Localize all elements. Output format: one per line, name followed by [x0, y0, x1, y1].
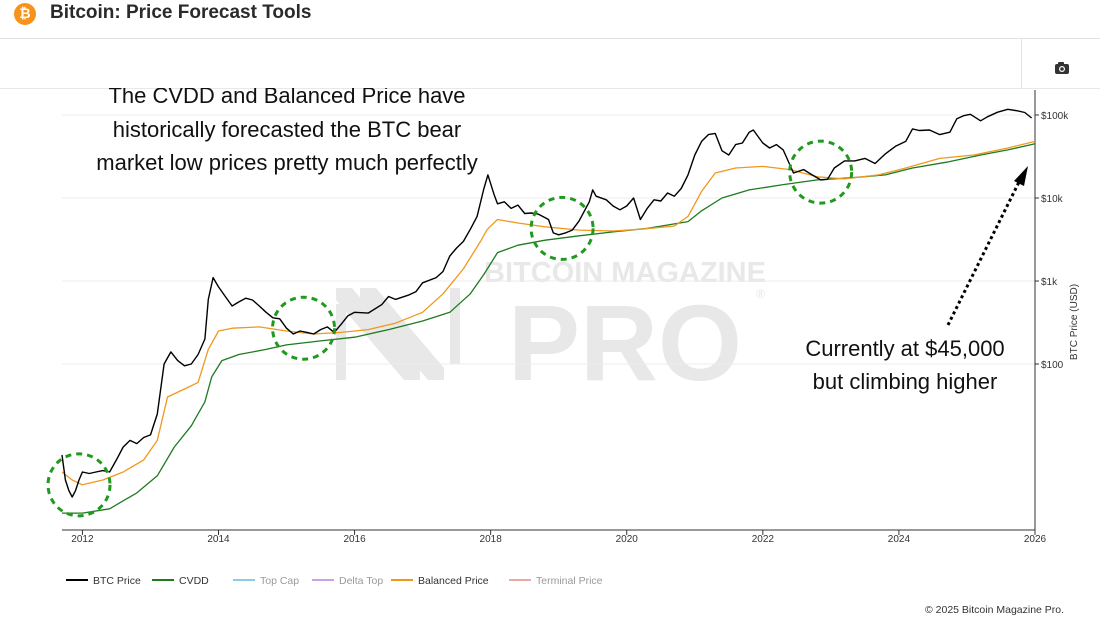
watermark: BITCOIN MAGAZINE PRO ® — [336, 257, 766, 403]
x-tick-label: 2024 — [888, 534, 911, 545]
highlight-circle-bear-market-low-2022 — [788, 139, 854, 205]
watermark-line1: BITCOIN MAGAZINE — [484, 257, 766, 289]
y-tick-label: $10k — [1041, 194, 1064, 205]
legend-item-balanced-price[interactable]: Balanced Price — [391, 575, 489, 587]
x-tick-label: 2014 — [207, 534, 230, 545]
legend-item-terminal-price[interactable]: Terminal Price — [509, 575, 603, 587]
annotation-arrow-head — [1014, 166, 1028, 186]
copyright-text: © 2025 Bitcoin Magazine Pro. — [925, 604, 1065, 616]
legend-swatch — [233, 579, 255, 582]
y-tick-label: $100k — [1041, 111, 1069, 122]
watermark-line2: PRO — [508, 282, 742, 403]
legend-swatch — [391, 579, 413, 582]
price-chart: BITCOIN MAGAZINE PRO ® 2012 2014 2016 2018 2… — [46, 88, 1080, 545]
annotation-current-line1: Currently at $45,000 — [805, 336, 1004, 361]
x-tick-label: 2016 — [343, 534, 366, 545]
annotation-top: The CVDD and Balanced Price have histori… — [96, 88, 477, 175]
highlight-circles — [46, 139, 854, 518]
x-tick-label: 2018 — [480, 534, 503, 545]
header-bar: ₿ Bitcoin: Price Forecast Tools — [0, 0, 1100, 39]
series-line-balanced-price — [61, 140, 1036, 486]
legend-label: Top Cap — [260, 575, 300, 587]
legend-swatch — [312, 579, 334, 582]
legend-label: CVDD — [179, 575, 209, 587]
page-title: Bitcoin: Price Forecast Tools — [50, 2, 312, 23]
legend-label: Terminal Price — [536, 575, 603, 587]
annotation-top-line2: historically forecasted the BTC bear — [113, 117, 462, 142]
x-tick-label: 2022 — [752, 534, 775, 545]
gridlines — [62, 114, 1035, 365]
legend-item-cvdd[interactable]: CVDD — [152, 575, 209, 587]
highlight-circle-bear-market-low-2019 — [529, 195, 595, 261]
legend-item-btc-price[interactable]: BTC Price — [66, 575, 141, 587]
y-axis-ticks: $100 $1k $10k $100k — [1035, 111, 1069, 371]
annotation-top-line1: The CVDD and Balanced Price have — [108, 88, 465, 108]
highlight-circle-bear-market-low-2012 — [46, 452, 112, 518]
watermark-logo — [336, 288, 460, 380]
annotation-top-line3: market low prices pretty much perfectly — [96, 150, 477, 175]
y-axis-label: BTC Price (USD) — [1069, 284, 1080, 360]
y-tick-label: $100 — [1041, 360, 1064, 371]
x-tick-label: 2026 — [1024, 534, 1047, 545]
legend-label: BTC Price — [93, 575, 141, 587]
legend-item-delta-top[interactable]: Delta Top — [312, 575, 383, 587]
x-axis-ticks: 2012 2014 2016 2018 2020 2022 2024 2026 — [71, 530, 1047, 545]
axes — [62, 90, 1036, 531]
chart-toolbar — [0, 38, 1100, 89]
annotation-arrow — [946, 177, 1023, 326]
y-tick-label: $1k — [1041, 277, 1058, 288]
x-tick-label: 2020 — [616, 534, 639, 545]
legend-label: Balanced Price — [418, 575, 489, 587]
highlight-circle-bear-market-low-2015 — [271, 295, 337, 361]
legend-swatch — [152, 579, 174, 582]
legend-swatch — [509, 579, 531, 582]
annotation-current: Currently at $45,000 but climbing higher — [805, 336, 1004, 394]
annotation-current-line2: but climbing higher — [813, 369, 998, 394]
series-layer — [61, 108, 1036, 514]
legend-label: Delta Top — [339, 575, 384, 587]
bitcoin-logo-icon: ₿ — [14, 3, 36, 25]
series-line-btc-price — [61, 108, 1033, 498]
watermark-mark: ® — [756, 287, 765, 301]
camera-icon[interactable] — [1050, 60, 1072, 78]
x-tick-label: 2012 — [71, 534, 94, 545]
toolbar-divider — [1021, 38, 1022, 88]
legend-swatch — [66, 579, 88, 582]
legend-item-top-cap[interactable]: Top Cap — [233, 575, 299, 587]
